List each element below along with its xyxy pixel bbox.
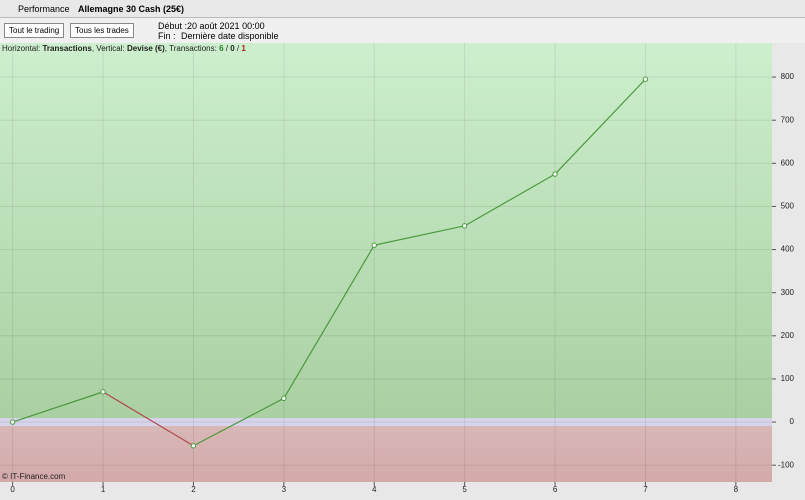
axis-strip [772,43,805,482]
x-tick-label: 8 [734,485,739,494]
line-segment [283,244,375,399]
info: Horizontal: Transactions, Vertical: Devi… [2,44,246,53]
point [371,242,377,248]
point [190,443,197,449]
start: Début :20 août 2021 00:00 [158,21,265,31]
x-tick-label: 5 [462,485,467,494]
x-axis-strip [0,482,805,500]
dropdown[interactable]: Tout le trading [4,23,65,38]
toolbar: Performance Allemagne 30 Cash (25€) [0,0,805,18]
zero-band [0,418,772,427]
tab[interactable]: Performance [18,4,70,14]
y-tick-label: 500 [781,202,795,211]
point [281,395,287,402]
line-segment [102,391,194,447]
negative-zone [0,422,772,482]
y-tick-label: 300 [781,288,795,297]
y-tick-label: 800 [781,72,795,81]
positive-zone [0,43,772,423]
point [552,171,558,177]
point [100,389,106,395]
line-segment [464,173,556,227]
line-segment [554,78,646,175]
x-tick-label: 0 [10,485,15,494]
y-tick-label: 400 [781,245,795,254]
y-tick-label: -100 [778,460,795,469]
y-tick-label: 100 [781,374,795,383]
y-tick-label: 600 [781,158,795,167]
point [642,76,649,82]
line-segment [12,391,104,423]
y-tick-label: 0 [790,417,795,426]
dropdown[interactable]: Tous les trades [70,23,134,38]
point [9,419,16,425]
end: Dernière date disponible [181,31,279,41]
x-tick-label: 4 [372,485,377,494]
watermark: © IT-Finance.com [2,472,66,481]
x-tick-label: 7 [643,485,648,494]
instrument[interactable]: Allemagne 30 Cash (25€) [78,4,185,14]
x-tick-label: 2 [191,485,196,494]
filters: Tout le trading Tous les trades Début :2… [0,18,805,43]
point [461,223,468,229]
end-label: Fin : [158,31,176,41]
x-tick-label: 1 [101,485,106,494]
x-tick-label: 6 [553,485,558,494]
y-tick-label: 700 [781,115,795,124]
line-segment [374,225,465,246]
y-tick-label: 200 [781,331,795,340]
chart: Horizontal: Transactions, Vertical: Devi… [0,43,805,500]
line-segment [193,397,285,447]
x-tick-label: 3 [282,485,287,494]
